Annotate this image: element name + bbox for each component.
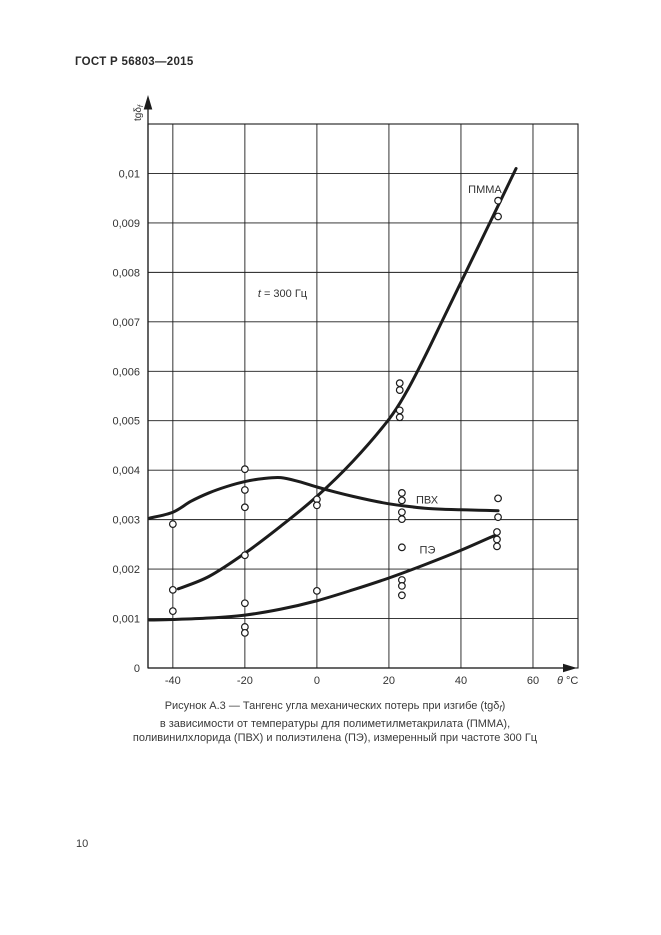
- data-point-pvc: [240, 486, 249, 494]
- y-axis-arrowhead: [143, 95, 153, 110]
- data-point-pmma: [494, 212, 502, 221]
- annotation-frequency: t = 300 Гц: [258, 288, 308, 300]
- y-tick-label: 0,004: [112, 465, 140, 477]
- x-axis-title-unit: °C: [563, 675, 578, 687]
- x-axis-arrowhead: [563, 663, 577, 673]
- caption-line-1: Рисунок А.3 — Тангенс угла механических …: [85, 699, 585, 717]
- data-point-pvc: [313, 501, 321, 510]
- data-point-pe: [493, 528, 501, 536]
- data-point-pvc: [494, 513, 502, 522]
- data-point-pe: [397, 582, 406, 590]
- data-point-pe: [493, 542, 501, 551]
- data-point-pe: [168, 607, 177, 616]
- series-label-pmma: ПММА: [468, 184, 502, 196]
- curve-pmma: [176, 167, 518, 591]
- y-tick-label: 0,005: [112, 416, 140, 428]
- page-number: 10: [76, 838, 89, 850]
- chart-points: [168, 196, 502, 637]
- x-tick-label: 20: [383, 675, 395, 687]
- annotation-italic: t: [258, 288, 262, 300]
- y-axis-title-subscript: f: [136, 104, 145, 107]
- y-tick-label: 0,003: [112, 515, 140, 527]
- caption-text: ): [501, 700, 506, 712]
- y-tick-labels: 0 0,001 0,002 0,003 0,004 0,005 0,006 0,007 0,00…: [112, 168, 140, 675]
- data-point-pe: [240, 599, 249, 608]
- data-point-pmma: [395, 386, 404, 394]
- data-point-pmma: [395, 406, 404, 415]
- x-tick-label: 40: [455, 675, 467, 687]
- y-axis-title: tgδf: [133, 104, 145, 121]
- data-point-pe: [240, 628, 249, 637]
- caption-line-3: поливинилхлорида (ПВХ) и полиэтилена (ПЭ…: [132, 732, 538, 744]
- x-tick-label: -40: [165, 675, 181, 687]
- y-tick-label: 0,007: [112, 317, 140, 329]
- data-point-pe: [493, 535, 501, 544]
- data-point-pvc: [397, 496, 406, 505]
- data-point-pvc: [168, 520, 177, 528]
- y-tick-label: 0,009: [112, 218, 140, 230]
- data-point-pmma: [240, 551, 249, 560]
- y-tick-label: 0,008: [112, 267, 140, 279]
- x-axis-title: θ °C: [557, 675, 578, 687]
- document-header: ГОСТ Р 56803—2015: [75, 56, 194, 68]
- y-tick-label: 0: [134, 663, 140, 675]
- x-tick-label: 60: [527, 675, 539, 687]
- data-point-pe: [313, 586, 321, 595]
- chart-figure: ПММА ПВХ ПЭ t = 300 Гц -40 -20 0 20 40 60 0 0,001 0,…: [112, 95, 579, 687]
- data-point-pe: [397, 591, 406, 600]
- caption-text: Рисунок А.3 — Тангенс угла механических …: [164, 700, 500, 712]
- data-point-pvc: [240, 503, 249, 512]
- data-point-pmma: [494, 196, 502, 205]
- curve-pe: [147, 532, 499, 622]
- data-point-pmma: [168, 585, 177, 594]
- caption-subscript: f: [499, 704, 502, 713]
- data-point-pmma: [395, 413, 404, 422]
- y-axis-title-main: tgδ: [133, 107, 144, 121]
- data-point-pe: [397, 543, 406, 552]
- y-tick-label: 0,002: [112, 564, 140, 576]
- chart-axes: [147, 108, 566, 669]
- x-tick-label: 0: [314, 675, 320, 687]
- data-point-pvc: [494, 494, 502, 503]
- y-tick-label: 0,006: [112, 366, 140, 378]
- annotation-rest: = 300 Гц: [261, 288, 308, 300]
- y-tick-label: 0,001: [112, 614, 140, 626]
- data-point-pvc: [397, 515, 406, 524]
- data-point-pvc: [240, 465, 249, 474]
- series-labels: ПММА ПВХ ПЭ: [416, 184, 502, 556]
- x-tick-label: -20: [237, 675, 253, 687]
- curve-pvc: [147, 475, 500, 520]
- chart-curves: [147, 167, 518, 622]
- data-point-pvc: [397, 489, 406, 497]
- y-tick-label: 0,01: [119, 168, 140, 180]
- data-point-pvc: [397, 508, 406, 517]
- caption-line-2: в зависимости от температуры для полимет…: [159, 717, 511, 730]
- series-label-pe: ПЭ: [420, 544, 436, 556]
- figure-caption: Рисунок А.3 — Тангенс угла механических …: [85, 699, 585, 746]
- x-axis-title-symbol: θ: [557, 675, 563, 687]
- series-label-pvc: ПВХ: [416, 494, 439, 506]
- data-point-pmma: [395, 379, 404, 388]
- x-tick-labels: -40 -20 0 20 40 60: [165, 675, 539, 687]
